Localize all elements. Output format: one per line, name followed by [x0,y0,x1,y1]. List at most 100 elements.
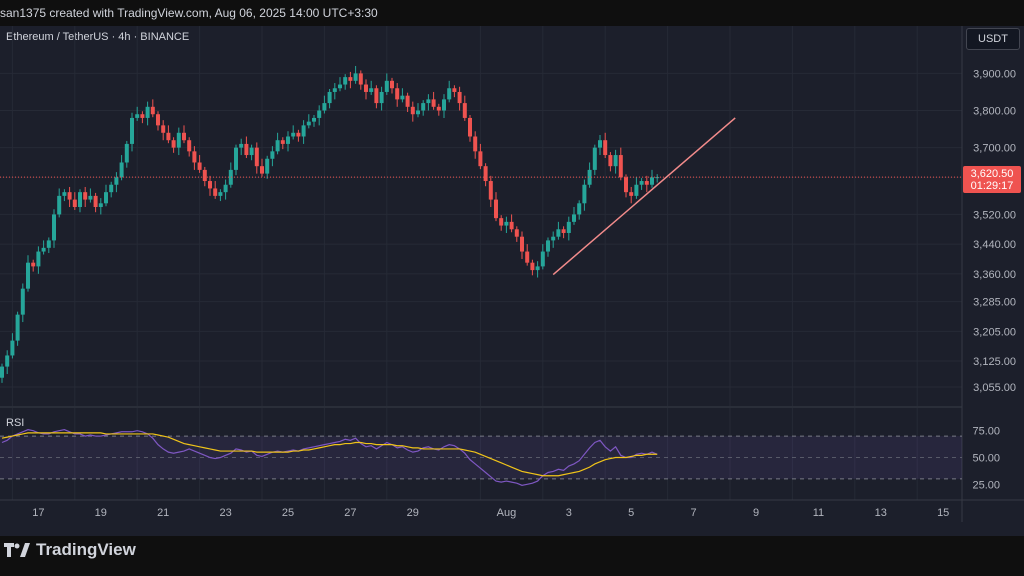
candle-body [301,125,306,137]
candle-body [0,366,4,378]
candle-body [494,199,498,219]
candle-body [218,192,223,196]
candle-body [353,73,358,81]
time-tick-label: 15 [937,507,949,519]
candle-body [410,106,415,115]
candle-body [603,140,608,156]
candle-body [431,99,436,107]
candle-body [644,181,649,185]
candle-body [72,199,77,208]
candle-body [306,121,311,126]
logo-text: TradingView [36,540,136,559]
candle-body [182,132,186,141]
candle-body [88,195,93,200]
time-tick-label: 25 [282,507,294,519]
candle-body [332,88,337,92]
grid [0,26,962,500]
price-axis: 3,900.00 3,800.00 3,700.00 3,520.00 3,440.00… [973,68,1016,394]
candle-body [556,229,561,237]
candle-body [239,143,244,148]
candle-body [322,103,327,111]
candle-body [369,88,374,92]
candle-body [587,169,592,185]
candle-body [618,155,623,178]
candle-body [488,181,493,200]
candle-body [62,192,67,196]
candle-body [161,125,166,133]
time-tick-label: 9 [753,507,759,519]
time-tick-label: 5 [628,507,634,519]
candle-body [140,114,145,118]
rsi-tick-label: 75.00 [972,426,1000,438]
candle-body [468,117,472,137]
candle-body [202,169,207,182]
author-caption: san1375 created with TradingView.com, Au… [0,6,378,20]
rsi-ma-line [1,432,658,477]
candle-body [213,188,218,196]
candle-body [509,221,514,230]
price-tick-label: 3,285.00 [973,297,1016,309]
candle-body [650,177,654,185]
candle-body [187,140,192,152]
candle-body [98,203,103,208]
candle-body [109,184,114,193]
price-tick-label: 3,205.00 [973,326,1016,338]
candle-body [343,77,348,85]
candle-body [192,151,197,163]
candle-body [395,88,400,100]
rsi-label[interactable]: RSI [6,417,24,429]
candle-body [462,103,467,118]
candle-body [639,181,644,185]
candle-body [546,240,550,252]
rsi-tick-label: 25.00 [972,479,1000,491]
candle-body [93,195,98,208]
candle-body [473,136,478,152]
tradingview-logo-icon [4,543,30,557]
candle-body [119,162,124,178]
candle-body [176,132,181,148]
candle-body [520,236,524,252]
price-tick-label: 3,700.00 [973,143,1016,155]
candle-body [577,203,582,215]
candle-body [275,140,280,152]
currency-button[interactable]: USDT [966,28,1020,50]
candle-body [135,114,140,118]
price-chart[interactable]: 3,900.00 3,800.00 3,700.00 3,520.00 3,440.00… [0,0,1024,536]
candle-body [405,95,410,107]
candle-body [400,95,405,100]
candle-body [338,84,342,89]
candle-body [535,266,540,271]
candle-body [57,195,62,215]
candle-body [457,91,462,104]
candle-body [228,169,233,185]
candle-body [20,288,25,315]
rsi-tick-label: 50.00 [972,453,1000,465]
candle-body [317,110,322,118]
candle-body [613,155,618,167]
price-tag-background [963,166,1021,193]
candle-body [166,132,171,141]
candle-body [551,236,556,241]
time-tick-label: 23 [219,507,231,519]
candle-body [384,80,389,92]
candle-body [145,106,150,118]
candle-body [499,218,504,226]
candle-body [31,262,36,267]
candle-body [36,251,41,267]
candle-body [280,140,285,144]
candle-body [483,166,488,182]
candle-body [208,181,212,189]
bottom-bar [0,536,1024,576]
candle-body [15,314,20,341]
top-caption-bar: san1375 created with TradingView.com, Au… [0,0,1024,26]
symbol-legend[interactable]: Ethereum / TetherUS · 4h · BINANCE [6,31,190,43]
price-tick-label: 3,055.00 [973,382,1016,394]
time-tick-label: 17 [32,507,44,519]
candle-body [447,88,452,100]
time-tick-label: 19 [95,507,107,519]
time-tick-label: 27 [344,507,356,519]
rsi-panel [0,429,962,486]
tradingview-logo[interactable]: TradingView [4,540,136,559]
candle-body [525,251,530,263]
candle-body [114,177,119,185]
